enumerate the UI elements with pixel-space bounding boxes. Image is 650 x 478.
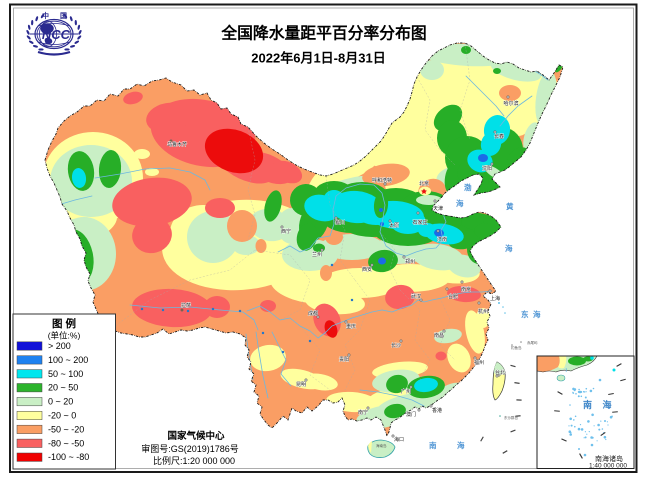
svg-text:长春: 长春 <box>494 133 504 140</box>
svg-text:合肥: 合肥 <box>448 293 458 300</box>
svg-text:全国降水量距平百分率分布图: 全国降水量距平百分率分布图 <box>220 24 426 43</box>
svg-text:上海: 上海 <box>490 295 500 302</box>
svg-text:贵阳: 贵阳 <box>339 356 349 363</box>
svg-text:沈阳: 沈阳 <box>482 165 492 172</box>
svg-text:拉萨: 拉萨 <box>181 302 191 309</box>
svg-text:赤尾屿: 赤尾屿 <box>527 340 538 345</box>
svg-text:钓鱼岛: 钓鱼岛 <box>511 345 522 350</box>
svg-text:海: 海 <box>456 198 464 208</box>
svg-text:银川: 银川 <box>335 219 345 226</box>
svg-text:哈尔滨: 哈尔滨 <box>503 100 518 107</box>
svg-text:呼和浩特: 呼和浩特 <box>372 177 392 184</box>
svg-text:国家气候中心: 国家气候中心 <box>167 430 225 442</box>
svg-text:昆明: 昆明 <box>296 382 306 388</box>
svg-text:南宁: 南宁 <box>358 409 368 416</box>
svg-text:济南: 济南 <box>437 236 447 243</box>
svg-text:1:40 000 000: 1:40 000 000 <box>589 463 627 470</box>
svg-text:西宁: 西宁 <box>281 228 291 235</box>
svg-text:中: 中 <box>42 11 49 20</box>
svg-text:-80 ~ -50: -80 ~ -50 <box>48 438 84 448</box>
svg-text:-100 ~ -80: -100 ~ -80 <box>48 452 89 462</box>
svg-text:南: 南 <box>429 440 437 450</box>
svg-text:福州: 福州 <box>474 359 484 366</box>
svg-text:太原: 太原 <box>389 222 399 229</box>
svg-text:乌鲁木齐: 乌鲁木齐 <box>167 141 187 148</box>
svg-text:-50 ~ -20: -50 ~ -20 <box>48 424 84 434</box>
svg-text:重庆: 重庆 <box>346 323 356 330</box>
svg-text:天津: 天津 <box>433 205 443 212</box>
svg-text:石家庄: 石家庄 <box>412 219 427 226</box>
svg-text:东沙群岛: 东沙群岛 <box>504 415 518 420</box>
svg-text:NCC: NCC <box>42 27 71 42</box>
svg-text:南昌: 南昌 <box>434 332 444 339</box>
svg-text:2022年6月1日-8月31日: 2022年6月1日-8月31日 <box>251 51 385 66</box>
svg-text:海: 海 <box>533 309 541 319</box>
svg-text:海南岛: 海南岛 <box>376 443 387 448</box>
svg-text:渤: 渤 <box>464 182 472 192</box>
svg-text:台北: 台北 <box>495 369 505 376</box>
svg-text:海: 海 <box>457 440 465 450</box>
svg-text:北京: 北京 <box>419 180 429 187</box>
svg-text:南海诸岛: 南海诸岛 <box>595 454 623 463</box>
svg-text:兰州: 兰州 <box>312 251 322 258</box>
svg-text:-20 ~ 0: -20 ~ 0 <box>48 411 76 421</box>
svg-text:黄: 黄 <box>506 201 514 211</box>
svg-text:澳门: 澳门 <box>406 411 416 418</box>
svg-text:南京: 南京 <box>461 286 471 293</box>
svg-text:东: 东 <box>521 309 529 319</box>
svg-text:杭州: 杭州 <box>478 308 488 315</box>
svg-text:海: 海 <box>505 243 513 253</box>
svg-text:南 海: 南 海 <box>583 399 616 410</box>
svg-text:(单位:%): (单位:%) <box>48 331 81 341</box>
svg-text:0 ~ 20: 0 ~ 20 <box>48 397 73 407</box>
svg-text:长沙: 长沙 <box>391 342 401 349</box>
svg-text:20 ~ 50: 20 ~ 50 <box>48 383 78 393</box>
svg-text:成都: 成都 <box>308 310 318 317</box>
svg-text:图 例: 图 例 <box>52 317 76 330</box>
svg-text:比例尺:1:20 000 000: 比例尺:1:20 000 000 <box>153 455 235 466</box>
svg-text:> 200: > 200 <box>48 341 71 351</box>
svg-text:50 ~ 100: 50 ~ 100 <box>48 369 83 379</box>
svg-text:国: 国 <box>60 11 67 20</box>
svg-text:香港: 香港 <box>432 407 442 414</box>
svg-text:100 ~ 200: 100 ~ 200 <box>48 355 88 365</box>
svg-text:海口: 海口 <box>394 436 404 443</box>
svg-text:广州: 广州 <box>401 388 411 395</box>
svg-text:审图号:GS(2019)1786号: 审图号:GS(2019)1786号 <box>141 443 239 454</box>
svg-text:西安: 西安 <box>362 266 372 273</box>
svg-text:武汉: 武汉 <box>411 293 421 300</box>
svg-text:郑州: 郑州 <box>405 258 415 265</box>
